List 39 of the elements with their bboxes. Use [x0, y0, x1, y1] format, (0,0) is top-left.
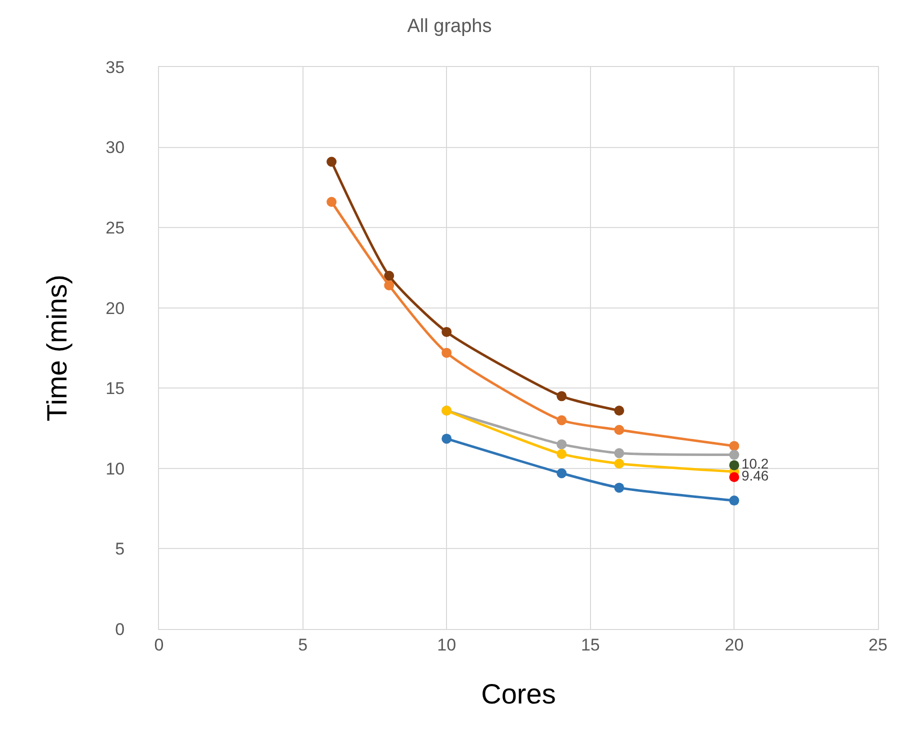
point — [729, 450, 740, 460]
y-tick-label: 35 — [106, 58, 125, 77]
point — [729, 440, 740, 451]
y-tick-label: 30 — [106, 138, 125, 158]
point — [384, 270, 394, 281]
point — [556, 468, 567, 478]
point — [729, 496, 740, 506]
y-tick-label: 10 — [106, 459, 125, 478]
x-axis-title: Cores — [481, 678, 556, 710]
point — [326, 156, 337, 167]
point — [614, 424, 624, 435]
point — [614, 458, 624, 469]
point — [326, 196, 337, 207]
point — [556, 439, 567, 450]
point — [614, 448, 624, 458]
y-tick-label: 0 — [115, 620, 125, 639]
y-axis-title: Time (mins) — [41, 274, 72, 422]
point — [442, 348, 452, 358]
point — [556, 391, 567, 402]
y-tick-label: 15 — [106, 379, 125, 398]
point — [442, 326, 452, 337]
x-tick-label: 25 — [868, 635, 888, 654]
y-tick-label: 25 — [106, 218, 125, 238]
point — [729, 460, 740, 470]
point — [384, 280, 394, 290]
x-tick-label: 10 — [437, 635, 456, 654]
point — [614, 482, 624, 493]
point — [556, 415, 567, 426]
point — [556, 448, 567, 459]
x-tick-label: 5 — [298, 635, 308, 654]
point — [729, 472, 740, 482]
y-tick-label: 5 — [115, 540, 125, 559]
y-tick-label: 20 — [106, 298, 125, 318]
point — [442, 434, 452, 444]
point — [614, 406, 624, 416]
chart-title: All graphs — [407, 16, 492, 37]
x-tick-label: 15 — [580, 635, 600, 654]
x-tick-label: 0 — [154, 635, 164, 654]
x-tick-label: 20 — [724, 635, 744, 654]
